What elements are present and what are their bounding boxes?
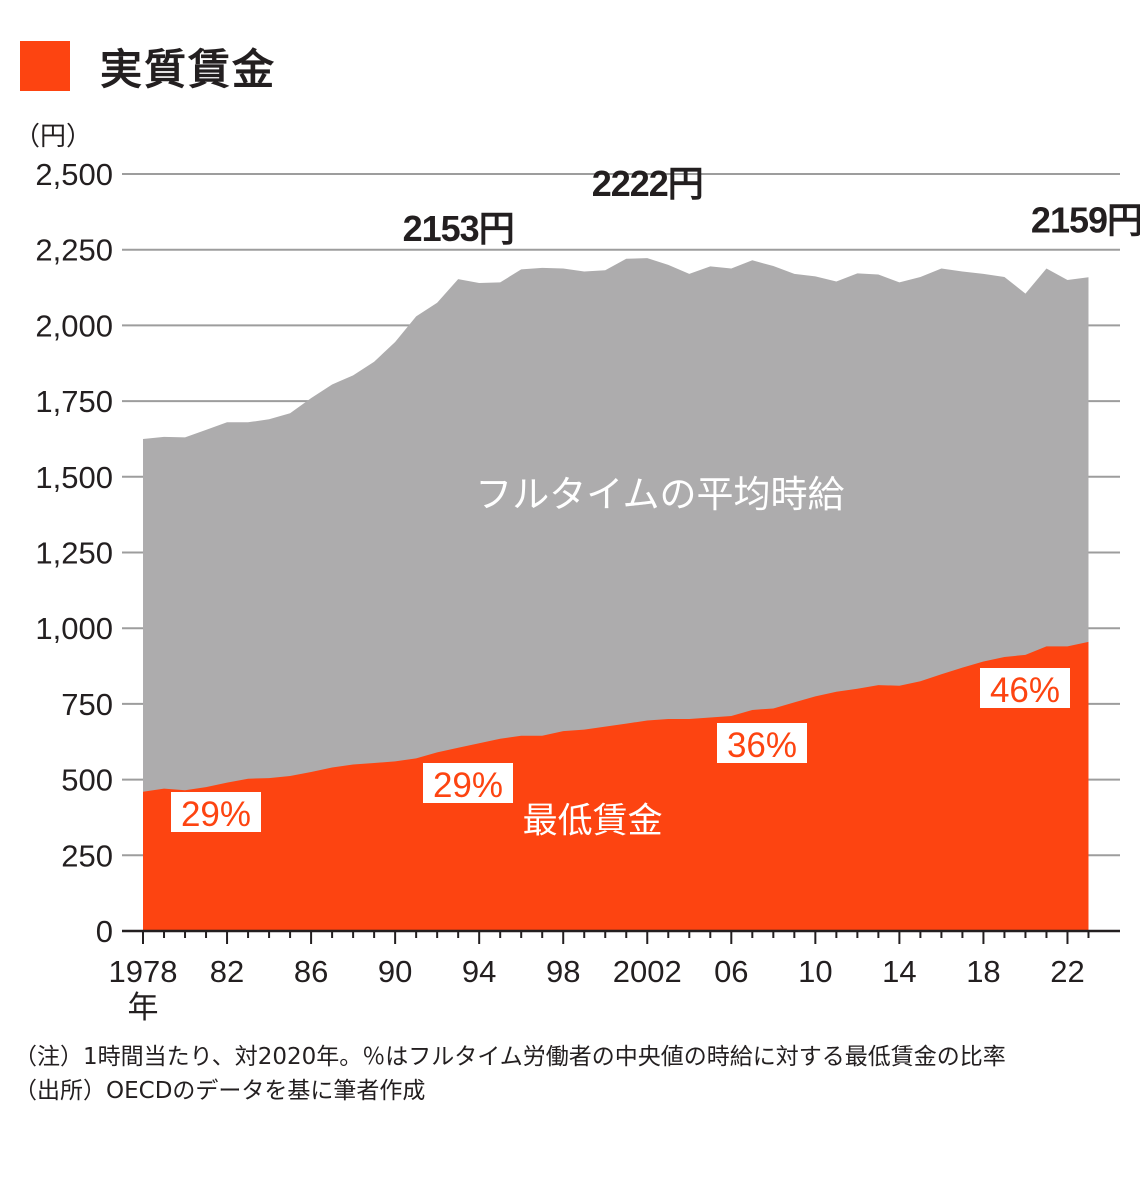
x-tick-label: 98 bbox=[546, 954, 580, 989]
peak-value-annotation: 2159円 bbox=[1031, 199, 1140, 240]
x-axis-unit-label: 年 bbox=[128, 990, 159, 1025]
y-tick-label: 2,000 bbox=[35, 308, 113, 343]
title-accent-square-icon bbox=[20, 41, 70, 91]
x-tick-label: 94 bbox=[462, 954, 496, 989]
x-tick-label: 22 bbox=[1050, 954, 1084, 989]
fulltime-area-label: フルタイムの平均時給 bbox=[475, 474, 844, 515]
y-tick-label: 1,250 bbox=[35, 536, 113, 571]
ratio-label: 36% bbox=[727, 726, 797, 765]
y-tick-label: 1,750 bbox=[35, 384, 113, 419]
minimum-wage-area-label: 最低賃金 bbox=[523, 802, 663, 841]
peak-value-annotation: 2222円 bbox=[592, 163, 703, 204]
y-tick-label: 2,250 bbox=[35, 233, 113, 268]
x-tick-label: 18 bbox=[966, 954, 1000, 989]
y-axis-unit-label: （円） bbox=[14, 122, 93, 152]
peak-value-annotation: 2153円 bbox=[403, 208, 514, 249]
y-tick-label: 1,000 bbox=[35, 611, 113, 646]
ratio-label-box bbox=[717, 723, 807, 763]
y-tick-label: 1,500 bbox=[35, 460, 113, 495]
minimum-wage-area bbox=[143, 641, 1089, 931]
y-tick-label: 750 bbox=[61, 687, 113, 722]
y-tick-label: 250 bbox=[61, 838, 113, 873]
area-chart: 0 250 500 750 1,000 1,250 1,500 1,750 2,000 2,250… bbox=[35, 157, 1140, 1025]
x-tick-label: 14 bbox=[882, 954, 916, 989]
chart-title-block: 実質賃金 bbox=[20, 38, 276, 94]
x-tick-label: 1978 bbox=[109, 954, 178, 989]
x-tick-label: 2002 bbox=[613, 954, 682, 989]
ratio-label-box bbox=[423, 763, 513, 803]
ratio-label: 46% bbox=[990, 671, 1060, 710]
x-tick-label: 90 bbox=[378, 954, 412, 989]
x-tick-label: 10 bbox=[798, 954, 832, 989]
x-tick-label: 86 bbox=[294, 954, 328, 989]
ratio-label: 29% bbox=[433, 766, 503, 805]
y-tick-label: 0 bbox=[96, 914, 113, 949]
chart-title: 実質賃金 bbox=[100, 44, 277, 94]
ratio-label-box bbox=[980, 668, 1070, 708]
notes-block: （注）1時間当たり、対2020年。％はフルタイム労働者の中央値の時給に対する最低… bbox=[14, 1040, 1124, 1108]
y-tick-label: 500 bbox=[61, 763, 113, 798]
ratio-label-box bbox=[171, 792, 261, 832]
x-tick-label: 82 bbox=[210, 954, 244, 989]
ratio-label: 29% bbox=[181, 795, 251, 834]
note-text: （注）1時間当たり、対2020年。％はフルタイム労働者の中央値の時給に対する最低… bbox=[14, 1044, 1006, 1070]
source-text: （出所）OECDのデータを基に筆者作成 bbox=[14, 1078, 426, 1104]
y-tick-label: 2,500 bbox=[35, 157, 113, 192]
x-tick-label: 06 bbox=[714, 954, 748, 989]
